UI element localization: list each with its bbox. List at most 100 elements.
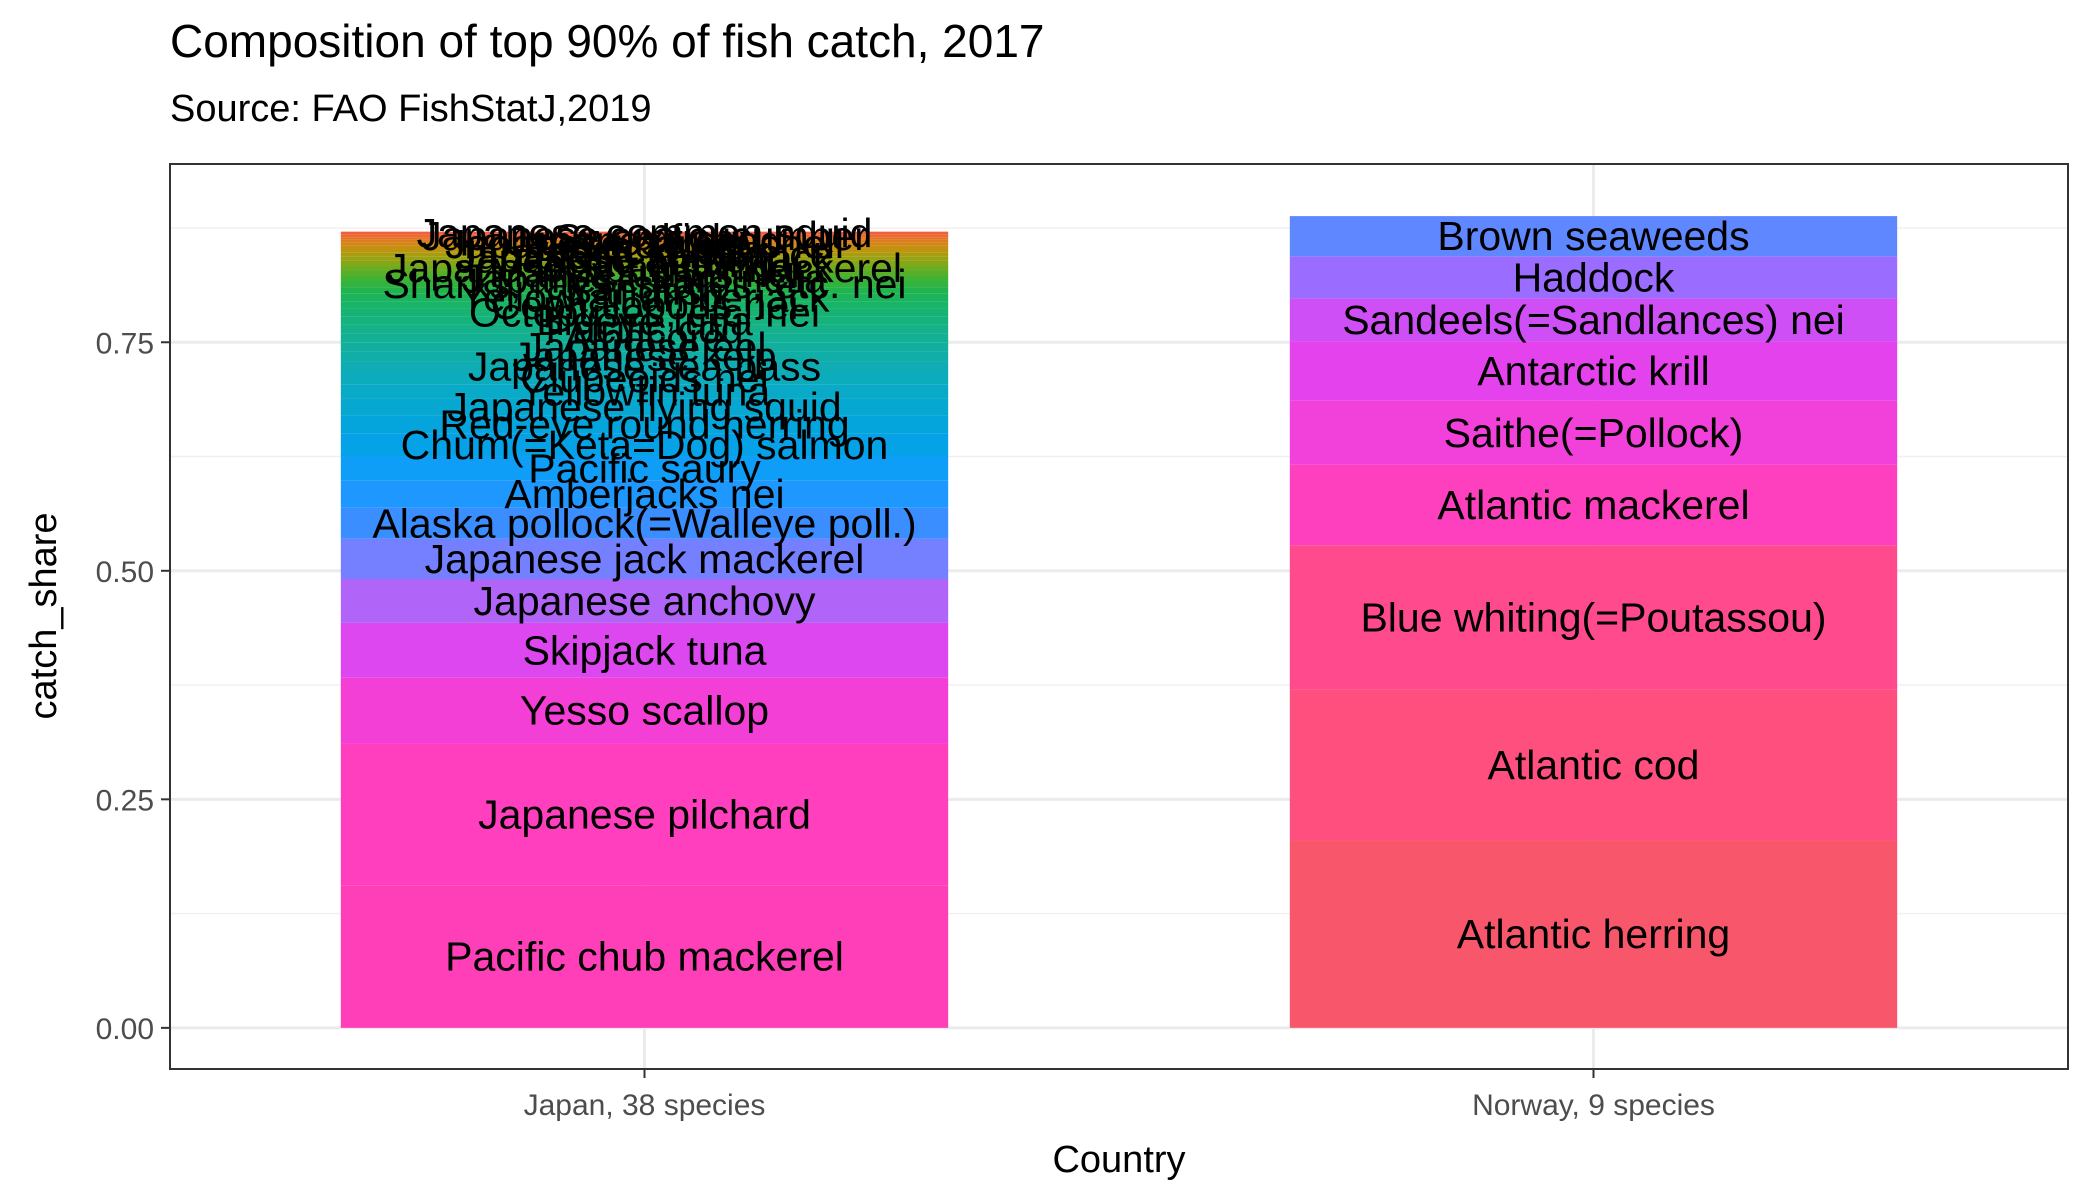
bar-segment bbox=[340, 256, 949, 261]
bar-segment bbox=[340, 324, 949, 334]
segment-label: Pacific oyster bbox=[523, 228, 767, 274]
segment-label: Japanese jack mackerel bbox=[425, 536, 865, 582]
bar-segment bbox=[340, 743, 949, 886]
segment-label: Marine fishes nei bbox=[490, 250, 800, 296]
bar-segment bbox=[340, 281, 949, 288]
bar-segment bbox=[340, 456, 949, 481]
bar-segment bbox=[340, 371, 949, 385]
bar-segment bbox=[340, 237, 949, 240]
bar-segment bbox=[1289, 298, 1898, 342]
bar-segment bbox=[340, 270, 949, 276]
y-tick-label: 0.00 bbox=[96, 1013, 154, 1046]
bar-segment bbox=[340, 333, 949, 343]
segment-label: Atlantic herring bbox=[1457, 911, 1730, 957]
bar-segment bbox=[1289, 256, 1898, 299]
bar-segment bbox=[340, 260, 949, 266]
segment-label: Japanese carpet shell bbox=[445, 221, 844, 267]
x-tick-label: Norway, 9 species bbox=[1472, 1089, 1715, 1122]
segment-label: Octopuses, etc. nei bbox=[469, 290, 820, 336]
bar-segment bbox=[340, 249, 949, 253]
x-tick-label: Japan, 38 species bbox=[524, 1089, 766, 1122]
bar-segment bbox=[340, 398, 949, 416]
segment-labels: Pacific chub mackerel Japanese pilchard Ye… bbox=[372, 210, 1844, 980]
bar-segment bbox=[340, 275, 949, 282]
segment-label: Sandfish bbox=[565, 268, 725, 314]
segment-label: Chum(=Keta=Dog) salmon bbox=[401, 422, 889, 468]
segment-label: Haddock bbox=[1513, 254, 1675, 300]
segment-label: Pacific saury bbox=[528, 445, 761, 491]
bar-segment bbox=[340, 351, 949, 362]
segment-label: Japanese common squid bbox=[417, 210, 873, 256]
segment-label: Alaska pollock(=Walleye poll.) bbox=[372, 500, 916, 546]
bar-segment bbox=[340, 538, 949, 580]
y-axis: 0.00 0.25 0.50 0.75 bbox=[96, 327, 170, 1046]
bar-segment bbox=[1289, 689, 1898, 841]
chart-title: Composition of top 90% of fish catch, 20… bbox=[170, 15, 1045, 67]
bar-segment bbox=[1289, 216, 1898, 257]
segment-label: Yellowfin tuna bbox=[519, 369, 771, 415]
bar-segment bbox=[340, 622, 949, 678]
segment-label: Pacific chub mackerel bbox=[445, 934, 844, 980]
segment-label: Antarctic krill bbox=[1477, 348, 1709, 394]
bar-segment bbox=[340, 293, 949, 302]
segment-label: Laver (Nori) bbox=[536, 224, 752, 270]
segment-label: Swordfish bbox=[554, 216, 734, 262]
y-tick-label: 0.75 bbox=[96, 327, 154, 360]
bar-segment bbox=[340, 245, 949, 250]
x-axis: Japan, 38 species Norway, 9 species bbox=[524, 1069, 1715, 1122]
bar-segment bbox=[340, 384, 949, 399]
y-tick-label: 0.25 bbox=[96, 784, 154, 817]
bar-segment bbox=[340, 231, 949, 235]
y-axis-title: catch_share bbox=[23, 512, 65, 719]
bar-segment bbox=[340, 507, 949, 539]
segment-label: Red-eye round herring bbox=[439, 402, 849, 448]
bar-segment bbox=[340, 885, 949, 1028]
segment-label: Japanese sardinella bbox=[462, 255, 827, 301]
segment-label: Pacific herring bbox=[515, 240, 775, 286]
segment-label: Japanese scad bbox=[507, 218, 783, 264]
bars bbox=[340, 216, 1898, 1028]
bar-segment bbox=[340, 252, 949, 257]
segment-label: Sharks, rays, skates, etc. nei bbox=[382, 261, 906, 307]
segment-label: Japanese pilchard bbox=[478, 791, 811, 837]
bar-segment bbox=[340, 287, 949, 294]
bar-segment bbox=[1289, 840, 1898, 1028]
segment-label: Bigeye tuna bbox=[536, 298, 753, 344]
segment-label: Albacore bbox=[564, 315, 726, 361]
segment-label: Brown seaweeds bbox=[1437, 213, 1749, 259]
segment-label: Japanese anchovy bbox=[474, 578, 816, 624]
segment-label: Clupeoids nei bbox=[520, 355, 768, 401]
bar-segment bbox=[340, 265, 949, 271]
segment-label: Amberjacks nei bbox=[504, 471, 784, 517]
segment-label: Pacific cod bbox=[545, 306, 743, 352]
segment-label: Japanese sea cucumber bbox=[421, 213, 868, 259]
segment-label: Japanese amberjack bbox=[455, 236, 834, 282]
bar-segment bbox=[340, 433, 949, 457]
segment-label: Yesso scallop bbox=[520, 688, 769, 734]
bar-segment bbox=[1289, 400, 1898, 465]
plot-border bbox=[169, 163, 2069, 1070]
bar-segment bbox=[340, 342, 949, 352]
bar-segment bbox=[340, 242, 949, 246]
segment-label: Saithe(=Pollock) bbox=[1444, 410, 1744, 456]
segment-label: Cephalopods nei bbox=[491, 282, 799, 328]
segment-label: Japanese flying squid bbox=[447, 384, 841, 430]
segment-label: Japanese sandlance bbox=[456, 232, 832, 278]
bar-segment bbox=[340, 308, 949, 317]
bar-segment bbox=[340, 234, 949, 238]
bar-segment bbox=[340, 361, 949, 372]
segment-label: Japanese kelp bbox=[512, 333, 776, 379]
chart-subtitle: Source: FAO FishStatJ,2019 bbox=[170, 88, 652, 130]
bar-segment bbox=[340, 316, 949, 325]
bar-segment bbox=[1289, 464, 1898, 546]
bar-segment bbox=[340, 480, 949, 508]
x-axis-title: Country bbox=[1052, 1139, 1185, 1181]
segment-label: Blue whiting(=Poutassou) bbox=[1360, 594, 1826, 640]
segment-label: Yellowtail amberjack bbox=[460, 274, 830, 320]
segment-label: Sandeels(=Sandlances) nei bbox=[1342, 297, 1845, 343]
segment-label: Japanese sea bass bbox=[468, 343, 821, 389]
bar-segment bbox=[340, 677, 949, 744]
segment-label: Skipjack tuna bbox=[523, 627, 767, 673]
bar-segment bbox=[1289, 545, 1898, 690]
segment-label: Atlantic cod bbox=[1488, 742, 1700, 788]
